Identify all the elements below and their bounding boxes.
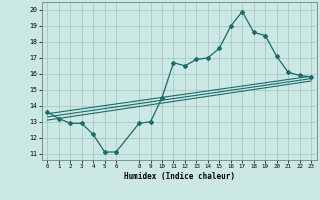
X-axis label: Humidex (Indice chaleur): Humidex (Indice chaleur) bbox=[124, 172, 235, 181]
